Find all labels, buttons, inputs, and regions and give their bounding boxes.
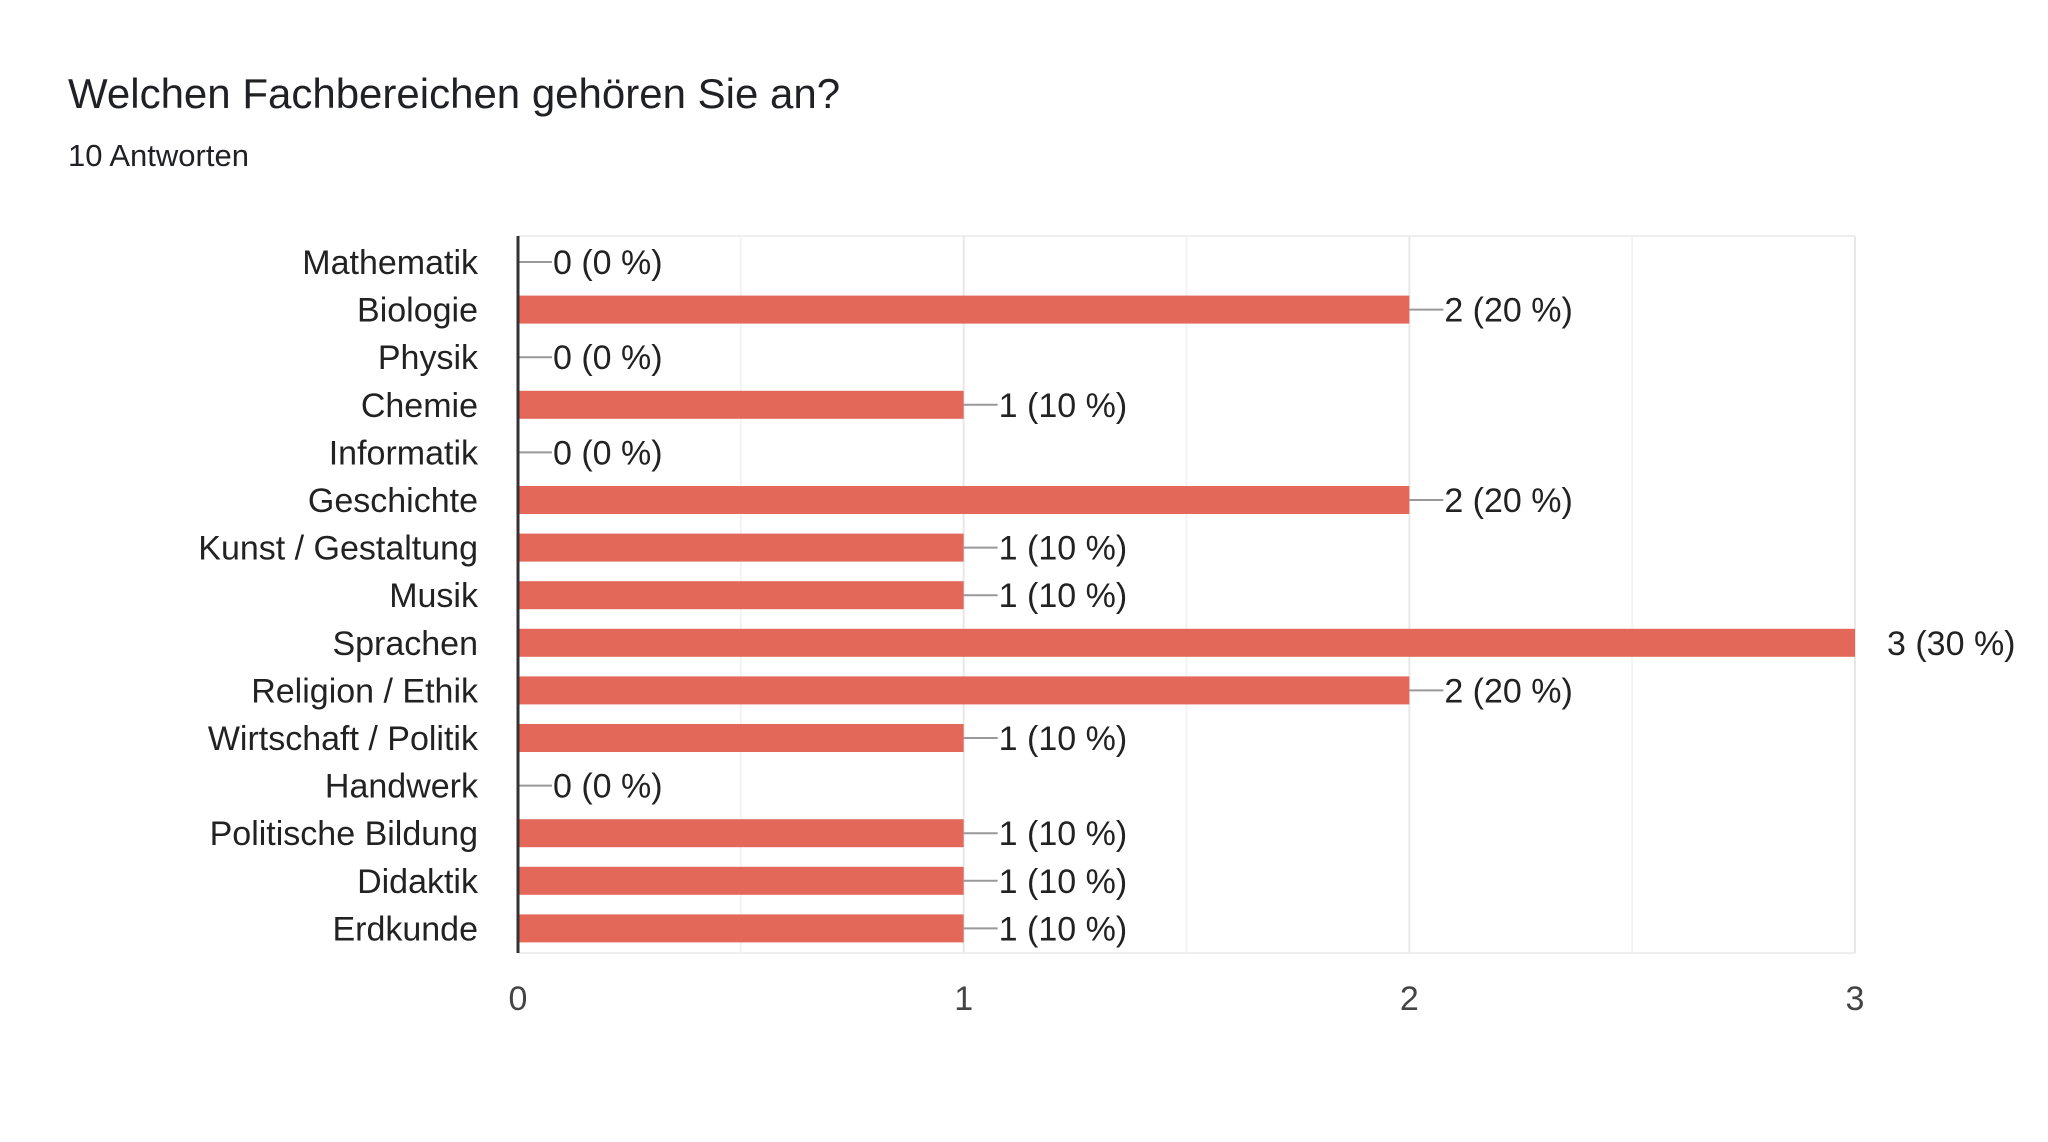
data-label: 0 (0 %) [553, 768, 663, 806]
data-label: 1 (10 %) [999, 910, 1128, 948]
bar [518, 676, 1410, 705]
data-label: 2 (20 %) [1444, 672, 1573, 710]
data-label: 1 (10 %) [999, 577, 1128, 615]
category-label: Wirtschaft / Politik [208, 720, 479, 758]
response-count: 10 Antworten [68, 138, 249, 173]
data-label: 0 (0 %) [553, 434, 663, 472]
category-label: Physik [378, 339, 479, 377]
data-label: 1 (10 %) [999, 815, 1128, 853]
data-label: 3 (30 %) [1887, 625, 2016, 663]
category-label: Geschichte [308, 482, 478, 520]
bar [518, 866, 964, 895]
data-label: 2 (20 %) [1444, 292, 1573, 330]
category-label: Mathematik [302, 244, 479, 282]
category-label: Religion / Ethik [251, 672, 479, 710]
data-label: 0 (0 %) [553, 339, 663, 377]
data-label: 0 (0 %) [553, 244, 663, 282]
category-label: Politische Bildung [210, 815, 478, 853]
x-tick-label: 3 [1846, 980, 1865, 1018]
category-label: Musik [389, 577, 479, 615]
data-label: 1 (10 %) [999, 720, 1128, 758]
bars [518, 295, 1855, 943]
bar [518, 819, 964, 848]
data-label: 1 (10 %) [999, 387, 1128, 425]
data-label: 1 (10 %) [999, 530, 1128, 568]
x-tick-label: 1 [954, 980, 973, 1018]
category-label: Erdkunde [332, 910, 478, 948]
bar [518, 628, 1855, 657]
category-label: Chemie [361, 387, 478, 425]
bar [518, 724, 964, 752]
bar [518, 390, 964, 419]
bar [518, 533, 964, 562]
x-tick-label: 2 [1400, 980, 1419, 1018]
labels: 0 (0 %) Mathematik 2 (20 %) Biologie 0 (0 %)… [198, 244, 2015, 1018]
bar [518, 581, 964, 610]
category-label: Didaktik [357, 863, 479, 901]
category-label: Informatik [329, 434, 479, 472]
bar [518, 486, 1410, 514]
chart-title: Welchen Fachbereichen gehören Sie an? [68, 70, 841, 117]
category-label: Handwerk [325, 768, 479, 806]
bar [518, 914, 964, 943]
category-label: Sprachen [332, 625, 478, 663]
bar [518, 295, 1410, 324]
category-label: Biologie [357, 292, 478, 330]
x-tick-label: 0 [509, 980, 528, 1018]
data-label-leaders [518, 261, 1444, 930]
category-label: Kunst / Gestaltung [198, 530, 478, 568]
data-label: 1 (10 %) [999, 863, 1128, 901]
data-label: 2 (20 %) [1444, 482, 1573, 520]
